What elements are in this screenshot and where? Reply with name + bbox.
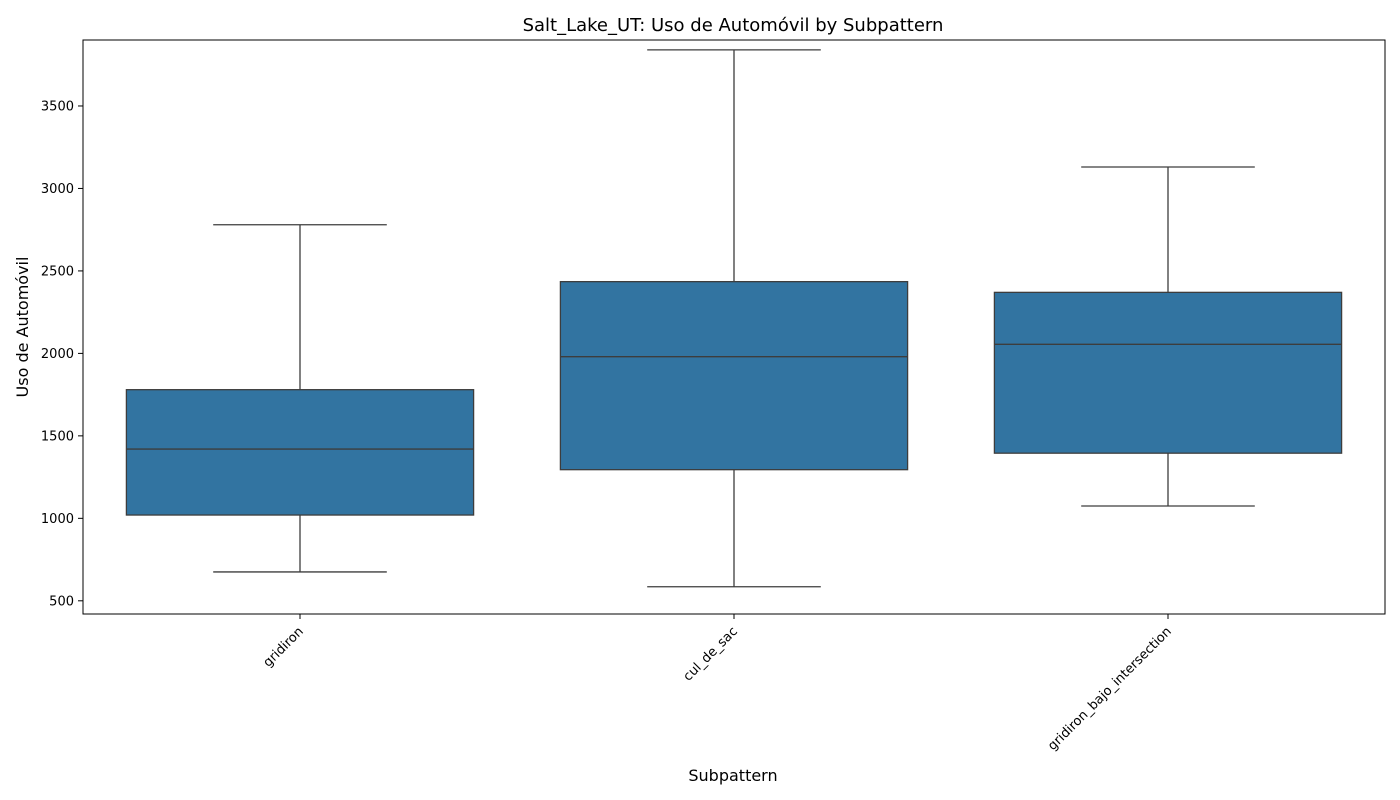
y-tick-label: 3000: [41, 182, 74, 197]
x-tick-label: gridiron: [261, 624, 307, 670]
y-axis-label: Uso de Automóvil: [13, 257, 32, 398]
y-axis: 500 1000 1500 2000 2500 3000 3500: [41, 99, 83, 609]
x-axis: gridiron cul_de_sac gridiron_bajo_intersec…: [261, 614, 1175, 754]
y-tick-label: 2000: [41, 347, 74, 362]
x-axis-label: Subpattern: [688, 766, 777, 785]
boxes-layer: [125, 49, 1343, 588]
interquartile-box: [993, 291, 1343, 454]
x-tick-label: cul_de_sac: [681, 624, 741, 684]
y-tick-label: 1500: [41, 429, 74, 444]
y-tick-label: 500: [49, 594, 74, 609]
y-tick-label: 1000: [41, 512, 74, 527]
y-tick-label: 3500: [41, 99, 74, 114]
y-tick-label: 2500: [41, 264, 74, 279]
interquartile-box: [559, 280, 909, 471]
interquartile-box: [125, 389, 475, 516]
box-gridiron: [125, 224, 475, 573]
box-gridiron_bajo_intersection: [993, 166, 1343, 507]
box-cul_de_sac: [559, 49, 909, 588]
x-tick-label: gridiron_bajo_intersection: [1045, 624, 1175, 754]
chart-title: Salt_Lake_UT: Uso de Automóvil by Subpat…: [523, 15, 944, 36]
